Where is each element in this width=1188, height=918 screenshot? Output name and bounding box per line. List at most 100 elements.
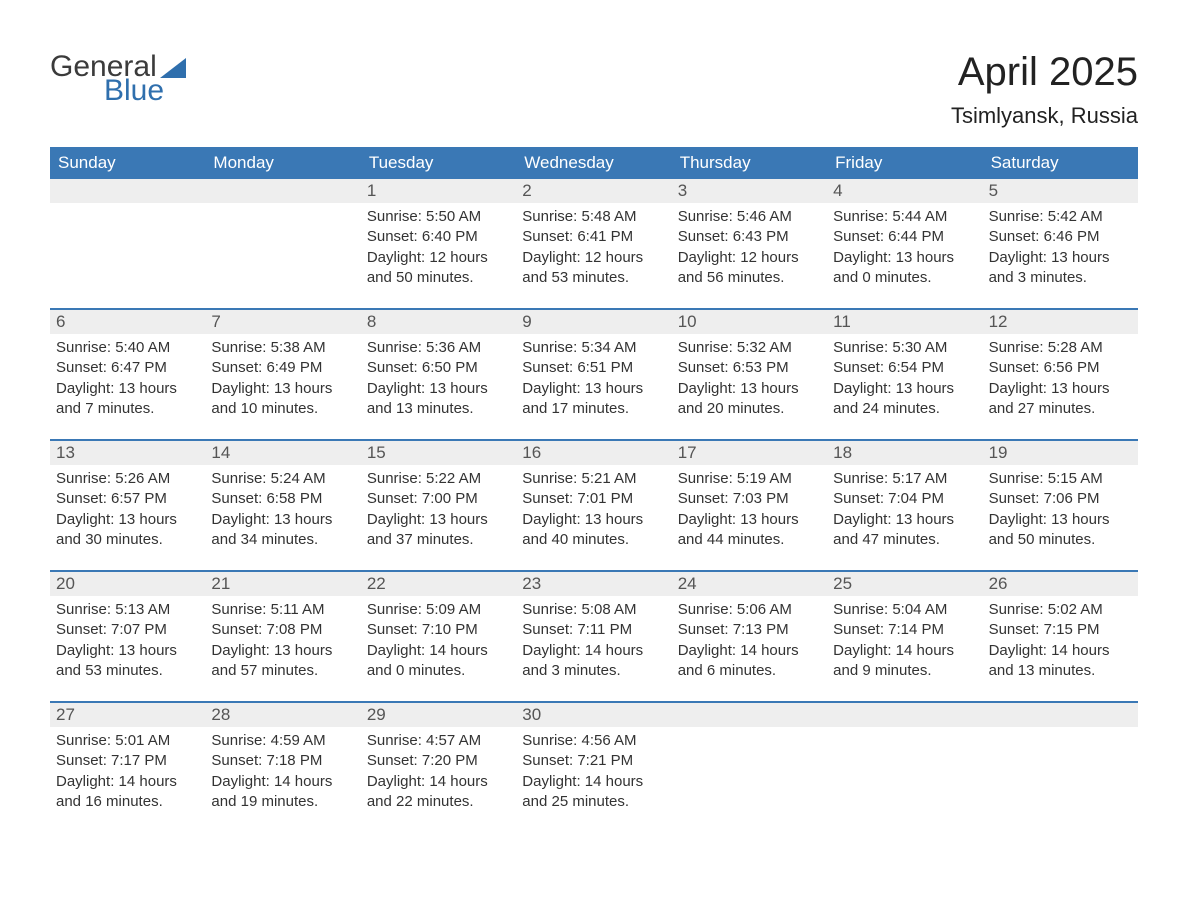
daylight-line-1: Daylight: 13 hours [211, 379, 354, 399]
sunset-line: Sunset: 6:46 PM [989, 227, 1132, 247]
day-number: 25 [833, 574, 852, 593]
day-cell: 26Sunrise: 5:02 AMSunset: 7:15 PMDayligh… [983, 572, 1138, 701]
day-cell: 4Sunrise: 5:44 AMSunset: 6:44 PMDaylight… [827, 179, 982, 308]
day-number: 8 [367, 312, 376, 331]
sunset-line: Sunset: 7:13 PM [678, 620, 821, 640]
daynum-bar: 22 [361, 572, 516, 596]
daylight-line-1: Daylight: 13 hours [522, 379, 665, 399]
sunset-line: Sunset: 7:20 PM [367, 751, 510, 771]
day-cell: 10Sunrise: 5:32 AMSunset: 6:53 PMDayligh… [672, 310, 827, 439]
day-number: 28 [211, 705, 230, 724]
sunrise-line: Sunrise: 5:46 AM [678, 207, 821, 227]
sunrise-line: Sunrise: 5:44 AM [833, 207, 976, 227]
day-cell: 9Sunrise: 5:34 AMSunset: 6:51 PMDaylight… [516, 310, 671, 439]
daynum-bar: 5 [983, 179, 1138, 203]
daylight-line-2: and 17 minutes. [522, 399, 665, 419]
sunset-line: Sunset: 6:47 PM [56, 358, 199, 378]
daylight-line-2: and 50 minutes. [989, 530, 1132, 550]
day-number: 1 [367, 181, 376, 200]
daylight-line-2: and 7 minutes. [56, 399, 199, 419]
daylight-line-1: Daylight: 13 hours [833, 379, 976, 399]
day-number: 17 [678, 443, 697, 462]
page-title: April 2025 [951, 50, 1138, 95]
daylight-line-2: and 3 minutes. [522, 661, 665, 681]
sunset-line: Sunset: 7:14 PM [833, 620, 976, 640]
daynum-bar [827, 703, 982, 727]
daylight-line-1: Daylight: 12 hours [522, 248, 665, 268]
daylight-line-2: and 34 minutes. [211, 530, 354, 550]
daylight-line-1: Daylight: 14 hours [989, 641, 1132, 661]
day-number [833, 705, 838, 724]
day-cell: 5Sunrise: 5:42 AMSunset: 6:46 PMDaylight… [983, 179, 1138, 308]
day-number: 21 [211, 574, 230, 593]
sunrise-line: Sunrise: 5:21 AM [522, 469, 665, 489]
sunset-line: Sunset: 6:54 PM [833, 358, 976, 378]
sunrise-line: Sunrise: 5:34 AM [522, 338, 665, 358]
daylight-line-2: and 40 minutes. [522, 530, 665, 550]
daynum-bar: 16 [516, 441, 671, 465]
daylight-line-2: and 9 minutes. [833, 661, 976, 681]
day-number: 29 [367, 705, 386, 724]
sunset-line: Sunset: 7:03 PM [678, 489, 821, 509]
sunset-line: Sunset: 7:11 PM [522, 620, 665, 640]
sunset-line: Sunset: 7:06 PM [989, 489, 1132, 509]
sunrise-line: Sunrise: 5:15 AM [989, 469, 1132, 489]
day-cell [983, 703, 1138, 832]
daylight-line-1: Daylight: 13 hours [678, 510, 821, 530]
day-cell: 14Sunrise: 5:24 AMSunset: 6:58 PMDayligh… [205, 441, 360, 570]
daylight-line-1: Daylight: 13 hours [522, 510, 665, 530]
daylight-line-2: and 44 minutes. [678, 530, 821, 550]
day-cell: 1Sunrise: 5:50 AMSunset: 6:40 PMDaylight… [361, 179, 516, 308]
day-cell: 17 Sunrise: 5:19 AMSunset: 7:03 PMDayligh… [672, 441, 827, 570]
daylight-line-2: and 22 minutes. [367, 792, 510, 812]
daynum-bar: 2 [516, 179, 671, 203]
location-text: Tsimlyansk, Russia [951, 103, 1138, 129]
day-number [989, 705, 994, 724]
daylight-line-1: Daylight: 14 hours [367, 772, 510, 792]
logo: General Blue [50, 50, 186, 108]
daylight-line-1: Daylight: 13 hours [678, 379, 821, 399]
day-cell: 21Sunrise: 5:11 AMSunset: 7:08 PMDayligh… [205, 572, 360, 701]
day-cell: 22Sunrise: 5:09 AMSunset: 7:10 PMDayligh… [361, 572, 516, 701]
daynum-bar: 18 [827, 441, 982, 465]
day-cell: 29Sunrise: 4:57 AMSunset: 7:20 PMDayligh… [361, 703, 516, 832]
sunset-line: Sunset: 7:18 PM [211, 751, 354, 771]
week-row: 6Sunrise: 5:40 AMSunset: 6:47 PMDaylight… [50, 308, 1138, 439]
day-cell: 3Sunrise: 5:46 AMSunset: 6:43 PMDaylight… [672, 179, 827, 308]
weekday-header-row: SundayMondayTuesdayWednesdayThursdayFrid… [50, 147, 1138, 179]
daynum-bar: 8 [361, 310, 516, 334]
daylight-line-2: and 30 minutes. [56, 530, 199, 550]
calendar: SundayMondayTuesdayWednesdayThursdayFrid… [50, 147, 1138, 832]
daynum-bar [672, 703, 827, 727]
day-cell: 8Sunrise: 5:36 AMSunset: 6:50 PMDaylight… [361, 310, 516, 439]
day-number: 4 [833, 181, 842, 200]
sunset-line: Sunset: 6:41 PM [522, 227, 665, 247]
daynum-bar: 1 [361, 179, 516, 203]
page-header: General Blue April 2025 Tsimlyansk, Russ… [50, 50, 1138, 129]
weekday-header: Monday [205, 147, 360, 179]
daylight-line-2: and 56 minutes. [678, 268, 821, 288]
daylight-line-2: and 6 minutes. [678, 661, 821, 681]
daynum-bar: 23 [516, 572, 671, 596]
daylight-line-1: Daylight: 14 hours [56, 772, 199, 792]
sunrise-line: Sunrise: 5:19 AM [678, 469, 821, 489]
sunrise-line: Sunrise: 5:01 AM [56, 731, 199, 751]
day-number [56, 181, 61, 200]
day-cell: 27Sunrise: 5:01 AMSunset: 7:17 PMDayligh… [50, 703, 205, 832]
day-cell: 15Sunrise: 5:22 AMSunset: 7:00 PMDayligh… [361, 441, 516, 570]
daylight-line-1: Daylight: 13 hours [989, 379, 1132, 399]
daynum-bar: 17 [672, 441, 827, 465]
day-number: 3 [678, 181, 687, 200]
daynum-bar: 11 [827, 310, 982, 334]
daynum-bar: 3 [672, 179, 827, 203]
day-cell: 7Sunrise: 5:38 AMSunset: 6:49 PMDaylight… [205, 310, 360, 439]
daylight-line-1: Daylight: 13 hours [833, 248, 976, 268]
sunset-line: Sunset: 6:40 PM [367, 227, 510, 247]
sunset-line: Sunset: 7:07 PM [56, 620, 199, 640]
daynum-bar: 12 [983, 310, 1138, 334]
daylight-line-2: and 16 minutes. [56, 792, 199, 812]
sunrise-line: Sunrise: 5:02 AM [989, 600, 1132, 620]
daylight-line-2: and 10 minutes. [211, 399, 354, 419]
day-number: 7 [211, 312, 220, 331]
daylight-line-2: and 0 minutes. [367, 661, 510, 681]
